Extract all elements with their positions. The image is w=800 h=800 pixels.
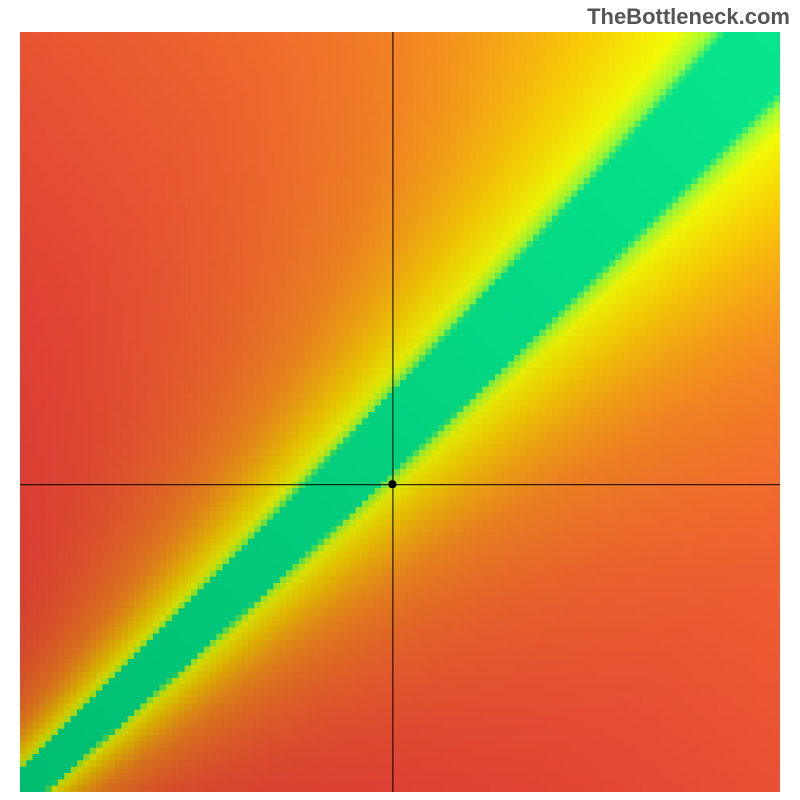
bottleneck-heatmap [20,32,780,792]
watermark-text: TheBottleneck.com [587,4,790,30]
